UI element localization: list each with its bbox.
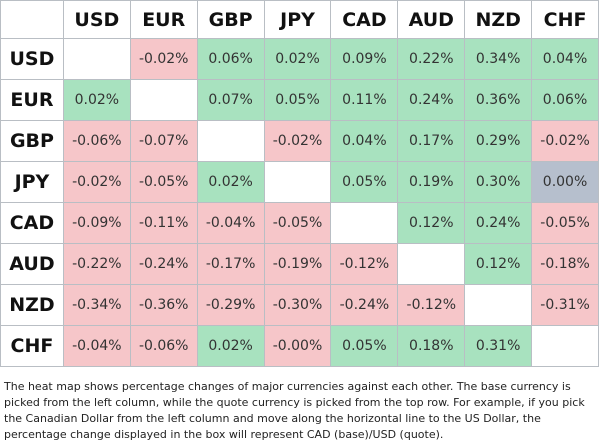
cell-nzd-eur: -0.36% (129, 284, 198, 326)
cell-chf-nzd: 0.31% (464, 325, 533, 367)
cell-jpy-jpy (263, 161, 332, 203)
row-nzd: NZD -0.34% -0.36% -0.29% -0.30% -0.24% -0.12% -… (0, 284, 599, 326)
col-header-cad: CAD (330, 0, 399, 39)
cell-cad-aud: 0.12% (397, 202, 466, 244)
row-header-gbp: GBP (0, 120, 64, 162)
cell-jpy-nzd: 0.30% (464, 161, 533, 203)
cell-aud-chf: -0.18% (531, 243, 599, 285)
cell-usd-eur: -0.02% (129, 38, 198, 80)
cell-nzd-chf: -0.31% (531, 284, 599, 326)
col-header-usd: USD (62, 0, 131, 39)
cell-cad-gbp: -0.04% (196, 202, 265, 244)
cell-chf-usd: -0.04% (62, 325, 131, 367)
cell-chf-aud: 0.18% (397, 325, 466, 367)
cell-jpy-aud: 0.19% (397, 161, 466, 203)
cell-gbp-usd: -0.06% (62, 120, 131, 162)
cell-jpy-chf: 0.00% (531, 161, 599, 203)
cell-nzd-cad: -0.24% (330, 284, 399, 326)
row-header-chf: CHF (0, 325, 64, 367)
cell-nzd-gbp: -0.29% (196, 284, 265, 326)
cell-chf-eur: -0.06% (129, 325, 198, 367)
cell-gbp-eur: -0.07% (129, 120, 198, 162)
row-chf: CHF -0.04% -0.06% 0.02% -0.00% 0.05% 0.18% 0.31… (0, 325, 599, 367)
cell-jpy-eur: -0.05% (129, 161, 198, 203)
cell-usd-cad: 0.09% (330, 38, 399, 80)
cell-aud-nzd: 0.12% (464, 243, 533, 285)
cell-gbp-chf: -0.02% (531, 120, 599, 162)
cell-jpy-gbp: 0.02% (196, 161, 265, 203)
cell-nzd-aud: -0.12% (397, 284, 466, 326)
cell-aud-gbp: -0.17% (196, 243, 265, 285)
cell-usd-usd (62, 38, 131, 80)
cell-gbp-aud: 0.17% (397, 120, 466, 162)
cell-chf-chf (531, 325, 599, 367)
cell-eur-chf: 0.06% (531, 79, 599, 121)
cell-chf-jpy: -0.00% (263, 325, 332, 367)
row-header-aud: AUD (0, 243, 64, 285)
cell-cad-chf: -0.05% (531, 202, 599, 244)
row-jpy: JPY -0.02% -0.05% 0.02% 0.05% 0.19% 0.30% 0.00% (0, 161, 599, 203)
cell-usd-jpy: 0.02% (263, 38, 332, 80)
col-header-gbp: GBP (196, 0, 265, 39)
row-aud: AUD -0.22% -0.24% -0.17% -0.19% -0.12% 0.12% -0… (0, 243, 599, 285)
cell-jpy-usd: -0.02% (62, 161, 131, 203)
row-header-nzd: NZD (0, 284, 64, 326)
cell-gbp-jpy: -0.02% (263, 120, 332, 162)
cell-gbp-gbp (196, 120, 265, 162)
cell-nzd-usd: -0.34% (62, 284, 131, 326)
cell-eur-jpy: 0.05% (263, 79, 332, 121)
cell-usd-gbp: 0.06% (196, 38, 265, 80)
col-header-nzd: NZD (464, 0, 533, 39)
cell-eur-aud: 0.24% (397, 79, 466, 121)
cell-aud-cad: -0.12% (330, 243, 399, 285)
cell-cad-cad (330, 202, 399, 244)
cell-aud-usd: -0.22% (62, 243, 131, 285)
cell-jpy-cad: 0.05% (330, 161, 399, 203)
col-header-eur: EUR (129, 0, 198, 39)
corner-cell (0, 0, 64, 39)
row-header-usd: USD (0, 38, 64, 80)
col-header-chf: CHF (531, 0, 599, 39)
row-header-cad: CAD (0, 202, 64, 244)
cell-chf-gbp: 0.02% (196, 325, 265, 367)
row-usd: USD -0.02% 0.06% 0.02% 0.09% 0.22% 0.34% 0.04% (0, 38, 599, 80)
cell-eur-cad: 0.11% (330, 79, 399, 121)
cell-chf-cad: 0.05% (330, 325, 399, 367)
row-header-eur: EUR (0, 79, 64, 121)
currency-heat-map: USD EUR GBP JPY CAD AUD NZD CHF USD -0.02… (0, 0, 599, 367)
cell-gbp-cad: 0.04% (330, 120, 399, 162)
heat-map-description: The heat map shows percentage changes of… (4, 380, 585, 441)
row-header-jpy: JPY (0, 161, 64, 203)
row-eur: EUR 0.02% 0.07% 0.05% 0.11% 0.24% 0.36% 0.06% (0, 79, 599, 121)
cell-aud-aud (397, 243, 466, 285)
cell-nzd-jpy: -0.30% (263, 284, 332, 326)
cell-cad-usd: -0.09% (62, 202, 131, 244)
row-gbp: GBP -0.06% -0.07% -0.02% 0.04% 0.17% 0.29% -0.0… (0, 120, 599, 162)
cell-cad-nzd: 0.24% (464, 202, 533, 244)
header-row: USD EUR GBP JPY CAD AUD NZD CHF (0, 0, 599, 39)
cell-eur-eur (129, 79, 198, 121)
cell-cad-jpy: -0.05% (263, 202, 332, 244)
cell-aud-jpy: -0.19% (263, 243, 332, 285)
cell-gbp-nzd: 0.29% (464, 120, 533, 162)
cell-eur-usd: 0.02% (62, 79, 131, 121)
cell-eur-gbp: 0.07% (196, 79, 265, 121)
cell-usd-aud: 0.22% (397, 38, 466, 80)
cell-nzd-nzd (464, 284, 533, 326)
col-header-aud: AUD (397, 0, 466, 39)
col-header-jpy: JPY (263, 0, 332, 39)
cell-aud-eur: -0.24% (129, 243, 198, 285)
cell-cad-eur: -0.11% (129, 202, 198, 244)
row-cad: CAD -0.09% -0.11% -0.04% -0.05% 0.12% 0.24% -0.… (0, 202, 599, 244)
cell-eur-nzd: 0.36% (464, 79, 533, 121)
cell-usd-chf: 0.04% (531, 38, 599, 80)
cell-usd-nzd: 0.34% (464, 38, 533, 80)
